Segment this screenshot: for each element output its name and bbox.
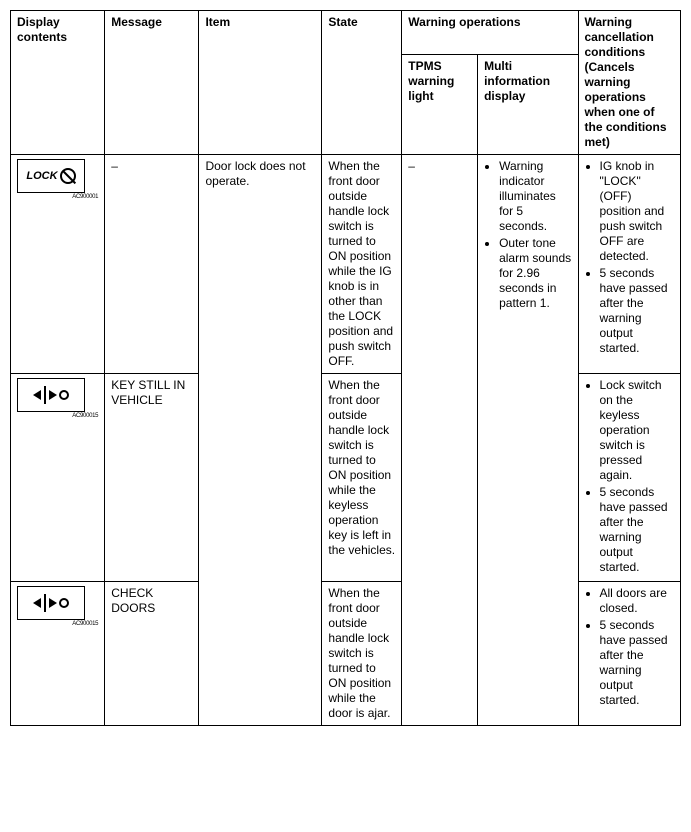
cancel-list: IG knob in "LOCK" (OFF) position and pus…	[585, 159, 675, 356]
table-row: LOCK AC900001 – Door lock does not opera…	[11, 155, 681, 374]
key-in-vehicle-icon	[17, 586, 85, 620]
cell-cancel: IG knob in "LOCK" (OFF) position and pus…	[578, 155, 681, 374]
list-item: 5 seconds have passed after the warning …	[600, 618, 675, 708]
th-tpms: TPMS warning light	[402, 55, 478, 155]
list-item: All doors are closed.	[600, 586, 675, 616]
multi-list: Warning indicator illuminates for 5 seco…	[484, 159, 571, 311]
cell-display: AC900015	[11, 374, 105, 582]
header-row-1: Display contents Message Item State Warn…	[11, 11, 681, 55]
ac-code: AC900015	[17, 621, 98, 627]
key-in-vehicle-icon	[17, 378, 85, 412]
list-item: Lock switch on the keyless operation swi…	[600, 378, 675, 483]
cell-display: AC900015	[11, 582, 105, 726]
cancel-list: Lock switch on the keyless operation swi…	[585, 378, 675, 575]
list-item: 5 seconds have passed after the warning …	[600, 485, 675, 575]
ac-code: AC900001	[17, 194, 98, 200]
cell-state: When the front door outside handle lock …	[322, 374, 402, 582]
cell-display: LOCK AC900001	[11, 155, 105, 374]
list-item: Outer tone alarm sounds for 2.96 seconds…	[499, 236, 571, 311]
cell-message: –	[105, 155, 199, 374]
cell-message: CHECK DOORS	[105, 582, 199, 726]
cancel-list: All doors are closed. 5 seconds have pas…	[585, 586, 675, 708]
lock-icon: LOCK	[17, 159, 85, 193]
th-display: Display contents	[11, 11, 105, 155]
cell-tpms: –	[402, 155, 478, 726]
cell-state: When the front door outside handle lock …	[322, 582, 402, 726]
th-state: State	[322, 11, 402, 155]
th-message: Message	[105, 11, 199, 155]
table-row: AC900015 CHECK DOORS When the front door…	[11, 582, 681, 726]
cell-message: KEY STILL IN VEHICLE	[105, 374, 199, 582]
th-warning-ops: Warning operations	[402, 11, 578, 55]
cell-multi: Warning indicator illuminates for 5 seco…	[478, 155, 578, 726]
ac-code: AC900015	[17, 413, 98, 419]
table-row: AC900015 KEY STILL IN VEHICLE When the f…	[11, 374, 681, 582]
cell-cancel: All doors are closed. 5 seconds have pas…	[578, 582, 681, 726]
th-item: Item	[199, 11, 322, 155]
cell-state: When the front door outside handle lock …	[322, 155, 402, 374]
th-cancel: Warning cancellation conditions (Cancels…	[578, 11, 681, 155]
cell-item: Door lock does not operate.	[199, 155, 322, 726]
list-item: IG knob in "LOCK" (OFF) position and pus…	[600, 159, 675, 264]
warnings-table: Display contents Message Item State Warn…	[10, 10, 681, 726]
cell-cancel: Lock switch on the keyless operation swi…	[578, 374, 681, 582]
list-item: Warning indicator illuminates for 5 seco…	[499, 159, 571, 234]
list-item: 5 seconds have passed after the warning …	[600, 266, 675, 356]
th-multi: Multi information display	[478, 55, 578, 155]
